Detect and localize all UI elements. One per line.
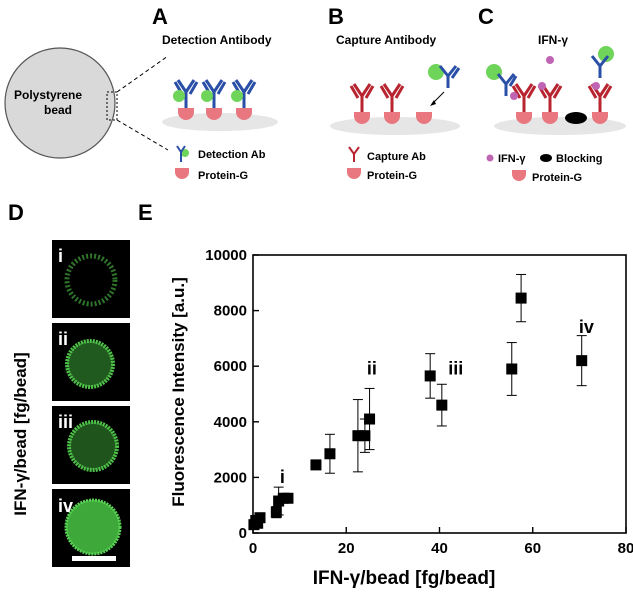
legend-blocking-label: Blocking [556,153,602,165]
legend-protein-g-b-label: Protein-G [367,170,417,182]
y-tick-label: 0 [239,525,247,542]
data-point [576,355,588,367]
micrograph-iii-label: iii [58,412,73,432]
data-point [364,413,376,425]
zoom-line-top [116,55,169,93]
panel-letter-a: A [152,4,168,29]
panel-letter-d: D [8,200,24,225]
polystyrene-bead [4,47,116,159]
bead-label-line1: Polystyrene [14,88,82,102]
data-point [515,292,527,304]
micrograph-i: i [52,240,130,318]
data-point [252,517,264,529]
y-axis: 0 2000 4000 6000 8000 10000 [205,247,259,542]
legend-protein-g-c-label: Protein-G [532,172,582,184]
micrograph-iii: iii [52,406,130,484]
data-annotation: iii [448,359,463,379]
panel-a: A Detection Antibody Polystyrene bead [4,4,278,182]
legend-protein-g-a-label: Protein-G [198,170,248,182]
zoom-line-bottom [116,119,169,151]
data-point [352,430,364,442]
floating-detection-ab-c [486,46,614,100]
data-point [424,370,436,382]
micrograph-iv: iv [52,489,130,567]
legend-ifn-label: IFN-γ [498,153,526,165]
free-detection-ab [428,64,461,106]
data-points [248,292,588,531]
panel-letter-b: B [328,4,344,29]
bead-label-line2: bead [44,103,72,117]
x-tick-label: 60 [524,540,541,557]
legend-protein-g-a: Protein-G [175,168,248,182]
y-tick-label: 6000 [214,358,247,375]
panel-letter-c: C [478,4,494,29]
legend-ifn: IFN-γ [486,153,526,165]
panel-letter-e: E [138,200,153,225]
data-annotation: iv [579,317,594,337]
data-point [436,399,448,411]
panel-d-ylabel: IFN-γ/bead [fg/bead] [11,352,30,515]
y-tick-label: 8000 [214,303,247,320]
micrograph-i-label: i [58,246,63,266]
legend-capture-ab-label: Capture Ab [367,151,426,163]
x-tick-label: 20 [338,540,355,557]
capture-ab-complexes [349,83,432,124]
data-point [506,363,518,375]
legend-protein-g-b: Protein-G [347,168,417,182]
data-point [270,506,282,518]
zoom-box [106,91,118,121]
data-annotation: ii [367,359,377,379]
plot-frame [252,254,627,534]
micrograph-iv-label: iv [58,496,73,516]
chart-ylabel: Fluorescence Intensity [a.u.] [169,277,188,507]
y-tick-label: 10000 [205,247,247,264]
data-point [310,459,322,471]
panel-a-title: Detection Antibody [162,33,272,47]
x-tick-label: 0 [249,540,257,557]
data-point [282,492,294,504]
legend-capture-ab: Capture Ab [348,146,426,163]
scale-bar [72,556,116,561]
panel-b-title: Capture Antibody [336,33,437,47]
panel-b: B Capture Antibody Capture Ab [328,4,461,182]
micrograph-ii-label: ii [58,329,68,349]
data-point [324,448,336,460]
data-annotation: i [280,467,285,487]
x-axis: 0 20 40 60 80 [249,527,633,557]
y-tick-label: 4000 [214,414,247,431]
x-tick-label: 40 [431,540,448,557]
error-bars [271,273,587,519]
legend-blocking: Blocking [540,153,602,165]
x-tick-label: 80 [618,540,633,557]
data-point [359,430,371,442]
micrograph-ii: ii [52,323,130,401]
data-point [254,512,266,524]
y-tick-label: 2000 [214,469,247,486]
capture-complexes-c [511,82,613,124]
chart-xlabel: IFN-γ/bead [fg/bead] [313,568,496,589]
panel-d: D IFN-γ/bead [fg/bead] i ii iii iv [8,200,130,567]
panel-e: E Fluorescence Intensity [a.u.] IFN-γ/be… [138,200,633,589]
detection-ab-complexes [173,79,257,120]
panel-c: C IFN-γ [478,4,626,184]
legend-detection-ab: Detection Ab [176,145,266,162]
panel-c-title: IFN-γ [538,33,568,47]
legend-detection-ab-label: Detection Ab [198,149,266,161]
legend-protein-g-c: Protein-G [512,170,582,184]
